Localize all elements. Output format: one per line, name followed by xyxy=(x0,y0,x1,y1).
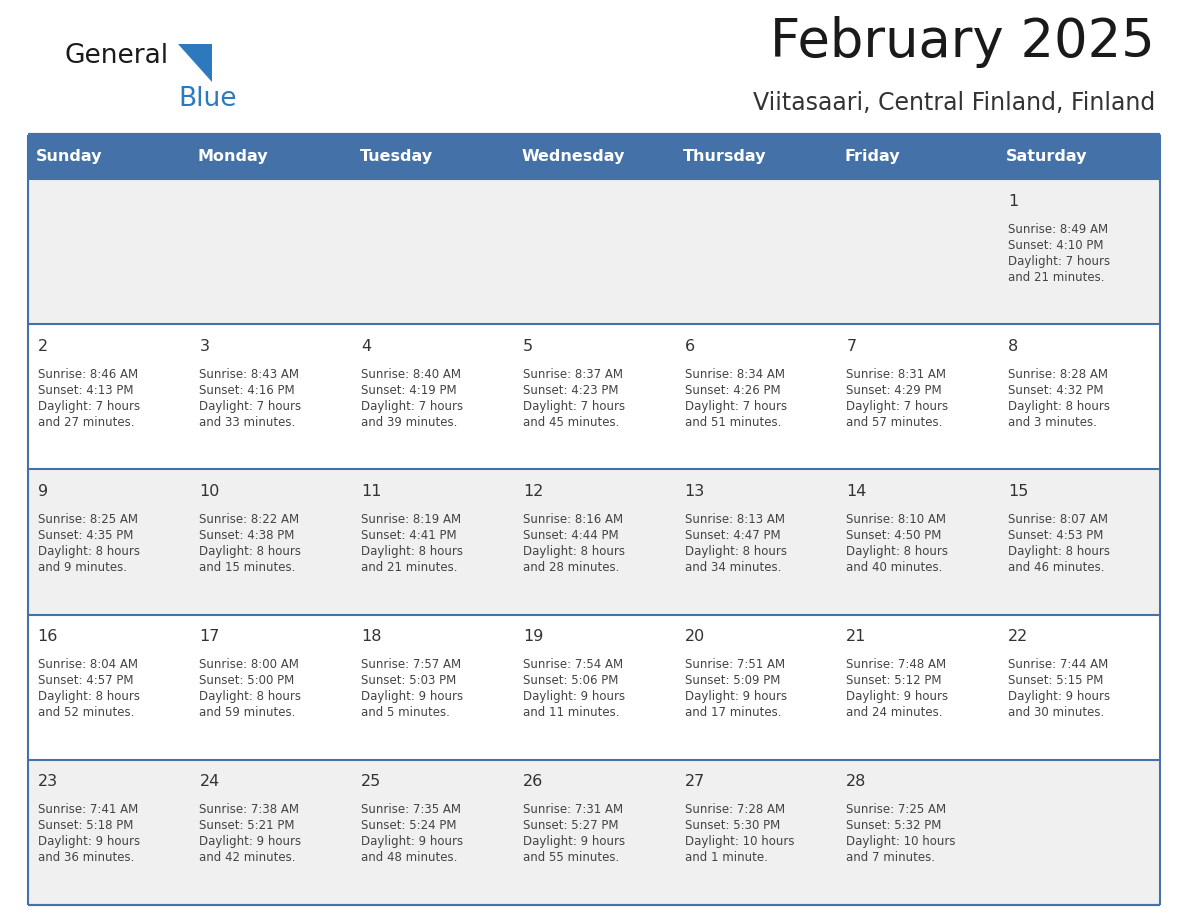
Text: Blue: Blue xyxy=(178,86,236,112)
Text: 16: 16 xyxy=(38,629,58,644)
Text: 15: 15 xyxy=(1007,484,1029,498)
Text: Saturday: Saturday xyxy=(1006,150,1088,164)
Text: General: General xyxy=(65,43,169,69)
Text: Monday: Monday xyxy=(197,150,268,164)
Text: 23: 23 xyxy=(38,774,58,789)
Text: 22: 22 xyxy=(1007,629,1029,644)
Text: Sunrise: 7:28 AM
Sunset: 5:30 PM
Daylight: 10 hours
and 1 minute.: Sunrise: 7:28 AM Sunset: 5:30 PM Dayligh… xyxy=(684,803,794,865)
Text: 27: 27 xyxy=(684,774,704,789)
Text: 18: 18 xyxy=(361,629,381,644)
Text: Sunrise: 8:37 AM
Sunset: 4:23 PM
Daylight: 7 hours
and 45 minutes.: Sunrise: 8:37 AM Sunset: 4:23 PM Dayligh… xyxy=(523,368,625,429)
Text: Sunrise: 8:16 AM
Sunset: 4:44 PM
Daylight: 8 hours
and 28 minutes.: Sunrise: 8:16 AM Sunset: 4:44 PM Dayligh… xyxy=(523,513,625,574)
Text: Sunrise: 8:22 AM
Sunset: 4:38 PM
Daylight: 8 hours
and 15 minutes.: Sunrise: 8:22 AM Sunset: 4:38 PM Dayligh… xyxy=(200,513,302,574)
Text: Sunrise: 7:57 AM
Sunset: 5:03 PM
Daylight: 9 hours
and 5 minutes.: Sunrise: 7:57 AM Sunset: 5:03 PM Dayligh… xyxy=(361,658,463,719)
Text: Sunrise: 8:46 AM
Sunset: 4:13 PM
Daylight: 7 hours
and 27 minutes.: Sunrise: 8:46 AM Sunset: 4:13 PM Dayligh… xyxy=(38,368,140,429)
Text: 26: 26 xyxy=(523,774,543,789)
Text: Tuesday: Tuesday xyxy=(360,150,432,164)
Text: February 2025: February 2025 xyxy=(770,16,1155,68)
Text: Sunrise: 7:31 AM
Sunset: 5:27 PM
Daylight: 9 hours
and 55 minutes.: Sunrise: 7:31 AM Sunset: 5:27 PM Dayligh… xyxy=(523,803,625,865)
Text: 11: 11 xyxy=(361,484,381,498)
Polygon shape xyxy=(178,44,211,82)
Bar xyxy=(29,324,1159,469)
Text: 28: 28 xyxy=(846,774,867,789)
Text: 10: 10 xyxy=(200,484,220,498)
Bar xyxy=(29,469,1159,614)
Text: 12: 12 xyxy=(523,484,543,498)
Text: 13: 13 xyxy=(684,484,704,498)
Text: Sunrise: 7:51 AM
Sunset: 5:09 PM
Daylight: 9 hours
and 17 minutes.: Sunrise: 7:51 AM Sunset: 5:09 PM Dayligh… xyxy=(684,658,786,719)
Text: 2: 2 xyxy=(38,339,48,353)
Text: 17: 17 xyxy=(200,629,220,644)
Text: Sunrise: 8:19 AM
Sunset: 4:41 PM
Daylight: 8 hours
and 21 minutes.: Sunrise: 8:19 AM Sunset: 4:41 PM Dayligh… xyxy=(361,513,463,574)
Text: 19: 19 xyxy=(523,629,543,644)
Text: Sunrise: 7:25 AM
Sunset: 5:32 PM
Daylight: 10 hours
and 7 minutes.: Sunrise: 7:25 AM Sunset: 5:32 PM Dayligh… xyxy=(846,803,956,865)
Text: Sunrise: 7:54 AM
Sunset: 5:06 PM
Daylight: 9 hours
and 11 minutes.: Sunrise: 7:54 AM Sunset: 5:06 PM Dayligh… xyxy=(523,658,625,719)
Text: Sunrise: 8:43 AM
Sunset: 4:16 PM
Daylight: 7 hours
and 33 minutes.: Sunrise: 8:43 AM Sunset: 4:16 PM Dayligh… xyxy=(200,368,302,429)
Text: 9: 9 xyxy=(38,484,48,498)
Text: Friday: Friday xyxy=(845,150,901,164)
Text: Sunrise: 8:31 AM
Sunset: 4:29 PM
Daylight: 7 hours
and 57 minutes.: Sunrise: 8:31 AM Sunset: 4:29 PM Dayligh… xyxy=(846,368,948,429)
Text: Wednesday: Wednesday xyxy=(522,150,625,164)
Text: 20: 20 xyxy=(684,629,704,644)
Text: Sunrise: 8:40 AM
Sunset: 4:19 PM
Daylight: 7 hours
and 39 minutes.: Sunrise: 8:40 AM Sunset: 4:19 PM Dayligh… xyxy=(361,368,463,429)
Text: Sunrise: 8:28 AM
Sunset: 4:32 PM
Daylight: 8 hours
and 3 minutes.: Sunrise: 8:28 AM Sunset: 4:32 PM Dayligh… xyxy=(1007,368,1110,429)
Text: Sunrise: 7:48 AM
Sunset: 5:12 PM
Daylight: 9 hours
and 24 minutes.: Sunrise: 7:48 AM Sunset: 5:12 PM Dayligh… xyxy=(846,658,948,719)
Text: Sunrise: 7:41 AM
Sunset: 5:18 PM
Daylight: 9 hours
and 36 minutes.: Sunrise: 7:41 AM Sunset: 5:18 PM Dayligh… xyxy=(38,803,140,865)
Text: Sunrise: 8:25 AM
Sunset: 4:35 PM
Daylight: 8 hours
and 9 minutes.: Sunrise: 8:25 AM Sunset: 4:35 PM Dayligh… xyxy=(38,513,140,574)
Text: Viitasaari, Central Finland, Finland: Viitasaari, Central Finland, Finland xyxy=(753,91,1155,115)
Bar xyxy=(29,135,1159,179)
Text: 24: 24 xyxy=(200,774,220,789)
Text: 14: 14 xyxy=(846,484,867,498)
Bar xyxy=(29,760,1159,905)
Text: Sunrise: 8:07 AM
Sunset: 4:53 PM
Daylight: 8 hours
and 46 minutes.: Sunrise: 8:07 AM Sunset: 4:53 PM Dayligh… xyxy=(1007,513,1110,574)
Text: 8: 8 xyxy=(1007,339,1018,353)
Text: 6: 6 xyxy=(684,339,695,353)
Text: Sunrise: 8:04 AM
Sunset: 4:57 PM
Daylight: 8 hours
and 52 minutes.: Sunrise: 8:04 AM Sunset: 4:57 PM Dayligh… xyxy=(38,658,140,719)
Text: Sunrise: 8:49 AM
Sunset: 4:10 PM
Daylight: 7 hours
and 21 minutes.: Sunrise: 8:49 AM Sunset: 4:10 PM Dayligh… xyxy=(1007,222,1110,284)
Text: 21: 21 xyxy=(846,629,867,644)
Text: Sunrise: 7:44 AM
Sunset: 5:15 PM
Daylight: 9 hours
and 30 minutes.: Sunrise: 7:44 AM Sunset: 5:15 PM Dayligh… xyxy=(1007,658,1110,719)
Bar xyxy=(29,614,1159,760)
Text: 4: 4 xyxy=(361,339,372,353)
Text: 3: 3 xyxy=(200,339,209,353)
Text: Thursday: Thursday xyxy=(683,150,766,164)
Text: Sunrise: 8:00 AM
Sunset: 5:00 PM
Daylight: 8 hours
and 59 minutes.: Sunrise: 8:00 AM Sunset: 5:00 PM Dayligh… xyxy=(200,658,302,719)
Text: 25: 25 xyxy=(361,774,381,789)
Text: Sunrise: 7:38 AM
Sunset: 5:21 PM
Daylight: 9 hours
and 42 minutes.: Sunrise: 7:38 AM Sunset: 5:21 PM Dayligh… xyxy=(200,803,302,865)
Text: Sunrise: 7:35 AM
Sunset: 5:24 PM
Daylight: 9 hours
and 48 minutes.: Sunrise: 7:35 AM Sunset: 5:24 PM Dayligh… xyxy=(361,803,463,865)
Text: Sunrise: 8:34 AM
Sunset: 4:26 PM
Daylight: 7 hours
and 51 minutes.: Sunrise: 8:34 AM Sunset: 4:26 PM Dayligh… xyxy=(684,368,786,429)
Bar xyxy=(29,179,1159,324)
Text: Sunrise: 8:13 AM
Sunset: 4:47 PM
Daylight: 8 hours
and 34 minutes.: Sunrise: 8:13 AM Sunset: 4:47 PM Dayligh… xyxy=(684,513,786,574)
Text: Sunday: Sunday xyxy=(36,150,102,164)
Text: 1: 1 xyxy=(1007,194,1018,208)
Text: Sunrise: 8:10 AM
Sunset: 4:50 PM
Daylight: 8 hours
and 40 minutes.: Sunrise: 8:10 AM Sunset: 4:50 PM Dayligh… xyxy=(846,513,948,574)
Text: 5: 5 xyxy=(523,339,533,353)
Text: 7: 7 xyxy=(846,339,857,353)
